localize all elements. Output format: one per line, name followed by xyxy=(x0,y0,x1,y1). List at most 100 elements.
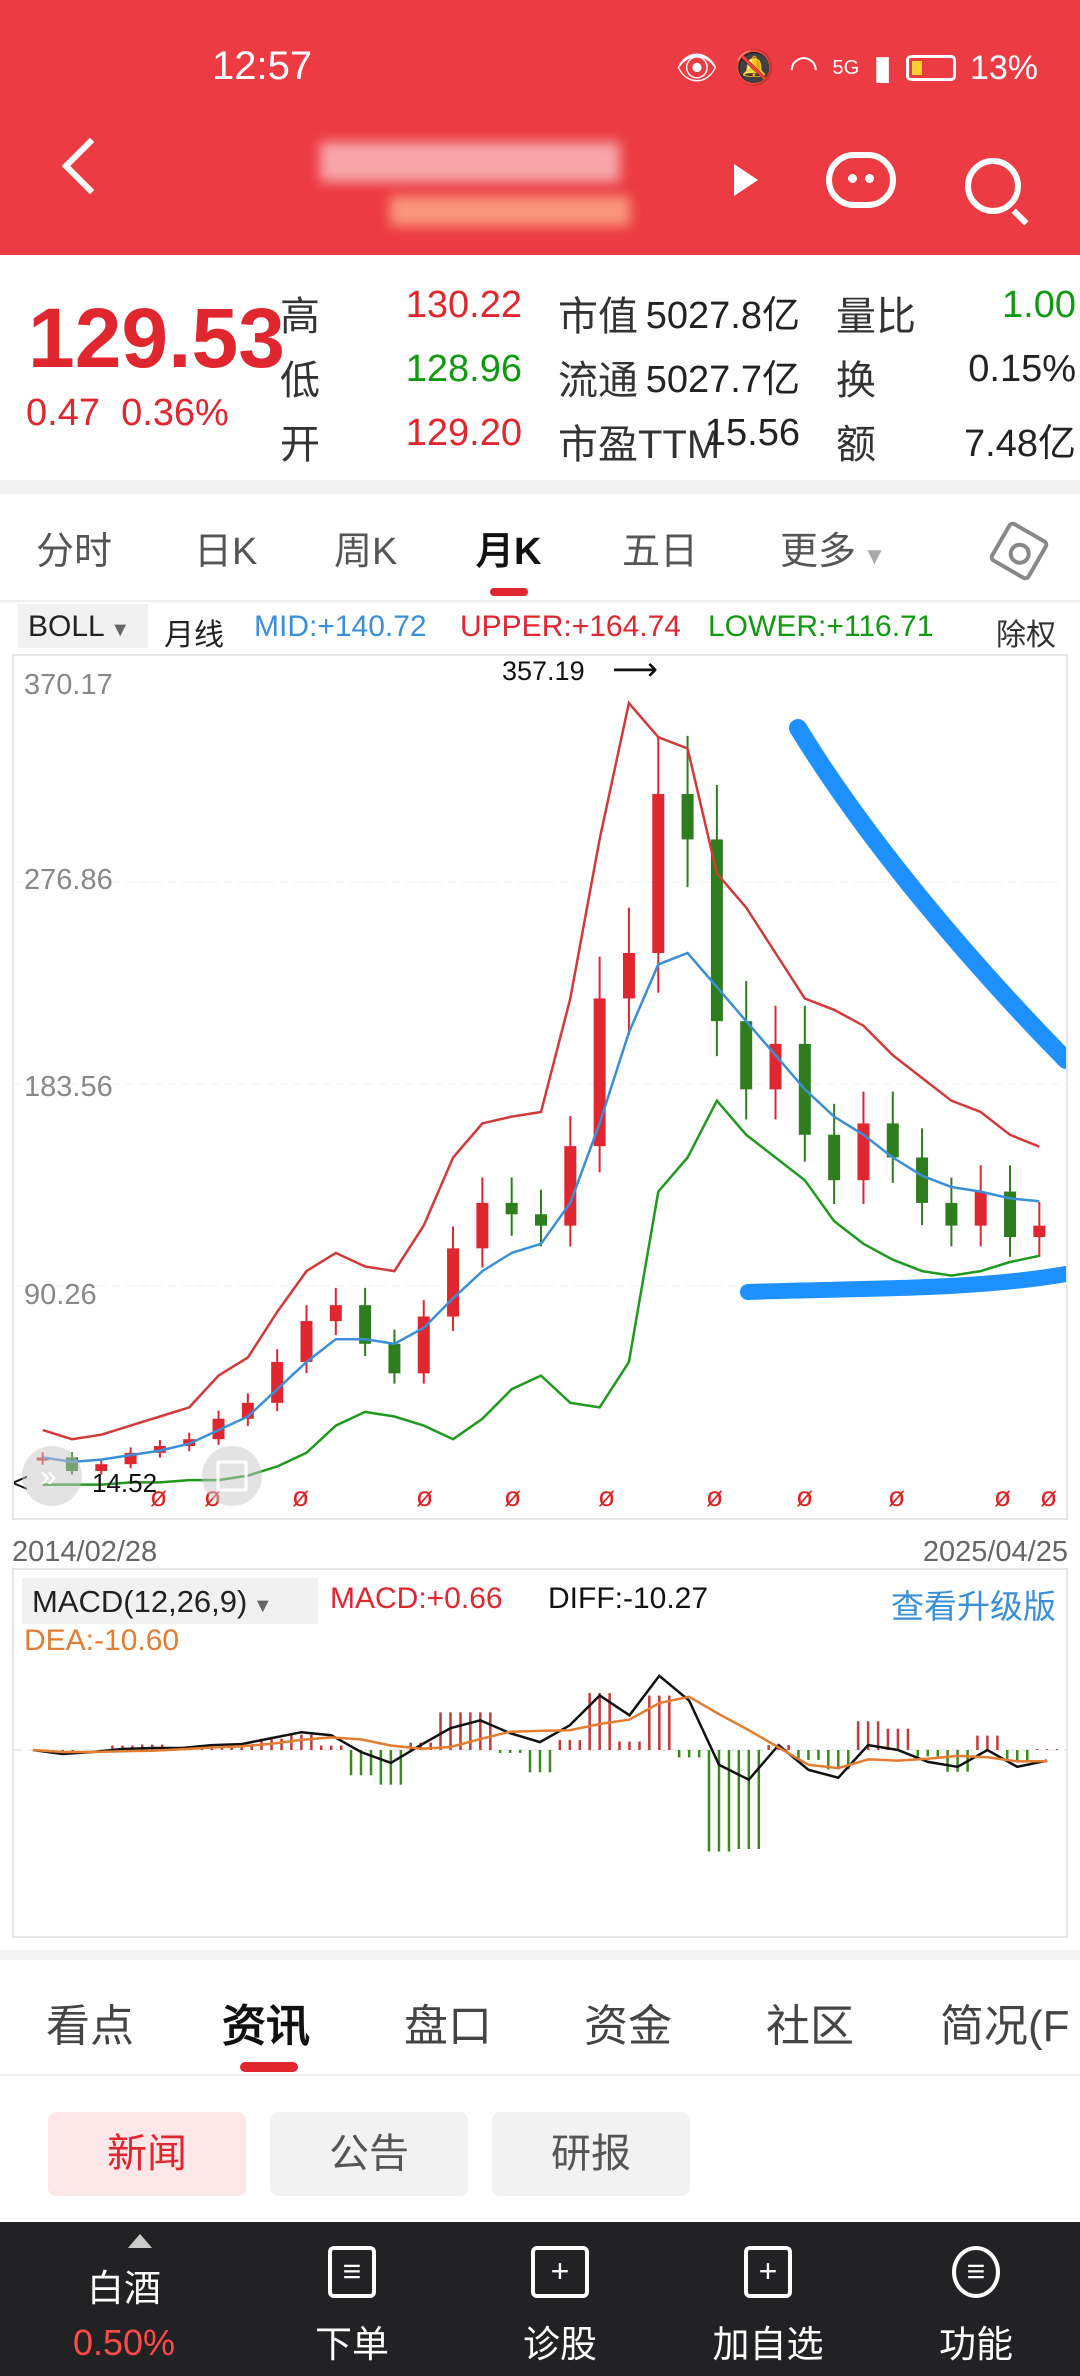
candle xyxy=(622,953,635,999)
macd-chart[interactable] xyxy=(12,1568,1068,1938)
mktcap-label: 市值 xyxy=(558,295,638,339)
tab-funds[interactable]: 资金 xyxy=(584,2002,672,2051)
dividend-marker-icon[interactable]: ø xyxy=(150,1481,167,1512)
float-value: 5027.7亿 xyxy=(645,359,800,401)
tab-monthly-k[interactable]: 月K xyxy=(476,531,542,573)
boll-lower: LOWER:+116.71 xyxy=(708,610,934,643)
min-price-label: 14.52 xyxy=(92,1468,157,1498)
section-separator xyxy=(0,1950,1080,1960)
add-square-icon: + xyxy=(744,2246,792,2298)
date-start: 2014/02/28 xyxy=(12,1536,158,1568)
fullscreen-glyph-icon xyxy=(216,1460,248,1492)
next-stock-icon[interactable] xyxy=(734,164,758,196)
candle xyxy=(95,1464,108,1472)
mktcap-value: 5027.8亿 xyxy=(645,295,800,337)
float-label: 流通 xyxy=(558,359,638,403)
tab-highlights[interactable]: 看点 xyxy=(46,2002,134,2051)
tab-profile[interactable]: 简况(F xyxy=(940,2002,1070,2051)
battery-label: 13% xyxy=(969,48,1038,87)
nav-diagnose-label: 诊股 xyxy=(523,2324,597,2365)
dividend-marker-icon[interactable]: ø xyxy=(706,1481,723,1512)
candle xyxy=(828,1134,841,1181)
robot-assistant-icon[interactable] xyxy=(826,152,896,208)
dividend-marker-icon[interactable]: ø xyxy=(598,1481,615,1512)
turnover-value: 0.15% xyxy=(968,348,1076,390)
bottom-nav: 白酒 0.50% ≡ 下单 + 诊股 + 加自选 ≡ 功能 xyxy=(0,2222,1080,2376)
tab-news[interactable]: 资讯 xyxy=(222,2002,310,2051)
boll-mid-line xyxy=(42,951,1040,1464)
chip-announcements[interactable]: 公告 xyxy=(270,2112,468,2196)
nav-functions[interactable]: ≡ 功能 xyxy=(868,2222,1080,2376)
fullscreen-icon[interactable] xyxy=(202,1446,262,1506)
candle xyxy=(916,1157,929,1203)
chip-news[interactable]: 新闻 xyxy=(48,2112,246,2196)
kline-chart[interactable]: 370.17 276.86 183.56 90.26 357.19 ⟶ 14.5… xyxy=(12,654,1068,1520)
sector-pct: 0.50% xyxy=(72,2322,176,2363)
candle xyxy=(886,1123,899,1158)
candle xyxy=(769,1043,782,1090)
macd-value: MACD:+0.66 xyxy=(330,1582,503,1615)
chip-research[interactable]: 研报 xyxy=(492,2112,690,2196)
nav-add-watchlist[interactable]: + 加自选 xyxy=(660,2222,876,2376)
candle xyxy=(300,1321,313,1362)
tab-daily-k[interactable]: 日K xyxy=(194,531,258,573)
pe-label: 市盈TTM xyxy=(558,423,721,467)
change-value: 0.47 xyxy=(26,392,100,434)
nav-add-label: 加自选 xyxy=(712,2324,824,2365)
tab-more-label: 更多 xyxy=(780,531,857,573)
dividend-marker-icon[interactable]: ø xyxy=(994,1481,1011,1512)
status-time: 12:57 xyxy=(212,44,313,88)
wifi-icon: ◠ xyxy=(788,49,819,87)
dividend-marker-icon[interactable]: ø xyxy=(796,1481,813,1512)
candle xyxy=(124,1452,137,1465)
dividend-marker-icon[interactable]: ø xyxy=(504,1481,521,1512)
tab-five-day[interactable]: 五日 xyxy=(622,531,699,573)
chevron-down-icon: ▼ xyxy=(856,543,887,570)
back-button[interactable] xyxy=(61,137,119,195)
tab-divider xyxy=(0,600,1080,602)
upgrade-link[interactable]: 查看升级版 xyxy=(891,1588,1056,1625)
mute-icon: 🔕 xyxy=(732,49,775,87)
max-arrow-icon: ⟶ xyxy=(612,656,658,687)
tab-weekly-k[interactable]: 周K xyxy=(334,531,398,573)
indicator-select[interactable]: BOLL ▼ xyxy=(18,604,148,648)
nav-diagnose[interactable]: + 诊股 xyxy=(452,2222,668,2376)
candle xyxy=(564,1146,577,1226)
nav-sector[interactable]: 白酒 0.50% xyxy=(16,2222,232,2376)
tab-community[interactable]: 社区 xyxy=(766,2002,854,2051)
menu-circle-icon: ≡ xyxy=(952,2246,1000,2298)
indicator-name: BOLL xyxy=(28,610,105,643)
max-price-label: 357.19 xyxy=(502,656,585,686)
chart-settings-icon[interactable] xyxy=(987,519,1051,583)
y-tick-label: 90.26 xyxy=(24,1279,97,1311)
vol-ratio-label: 量比 xyxy=(836,295,916,339)
dividend-marker-icon[interactable]: ø xyxy=(888,1481,905,1512)
macd-name: MACD(12,26,9) xyxy=(32,1584,248,1619)
boll-upper: UPPER:+164.74 xyxy=(460,610,681,643)
candle xyxy=(945,1202,958,1226)
battery-icon xyxy=(905,55,956,81)
section-tab-indicator xyxy=(240,2062,298,2072)
candle xyxy=(476,1202,489,1249)
tab-more[interactable]: 更多 ▼ xyxy=(780,520,886,575)
macd-svg xyxy=(14,1674,1066,1852)
macd-indicator-select[interactable]: MACD(12,26,9) ▼ xyxy=(22,1578,318,1624)
dividend-marker-icon[interactable]: ø xyxy=(416,1481,433,1512)
candle xyxy=(710,839,723,1022)
macd-dea-line xyxy=(32,1695,1048,1770)
eye-icon: 👁 xyxy=(675,49,719,87)
open-value: 129.20 xyxy=(405,412,522,454)
briefcase-plus-icon: + xyxy=(531,2246,589,2298)
y-tick-label: 370.17 xyxy=(24,669,113,701)
dividend-marker-icon[interactable]: ø xyxy=(1040,1481,1057,1512)
candle xyxy=(1004,1191,1017,1238)
tab-intraday[interactable]: 分时 xyxy=(36,531,113,573)
tab-orderbook[interactable]: 盘口 xyxy=(404,2002,492,2051)
adjust-toggle[interactable]: 除权 xyxy=(996,619,1056,652)
candle xyxy=(681,793,694,840)
nav-order[interactable]: ≡ 下单 xyxy=(244,2222,460,2376)
expand-icon[interactable] xyxy=(22,1446,82,1506)
price-change: 0.47 0.36% xyxy=(26,392,229,435)
dividend-marker-icon[interactable]: ø xyxy=(292,1481,309,1512)
search-icon[interactable] xyxy=(965,158,1021,214)
